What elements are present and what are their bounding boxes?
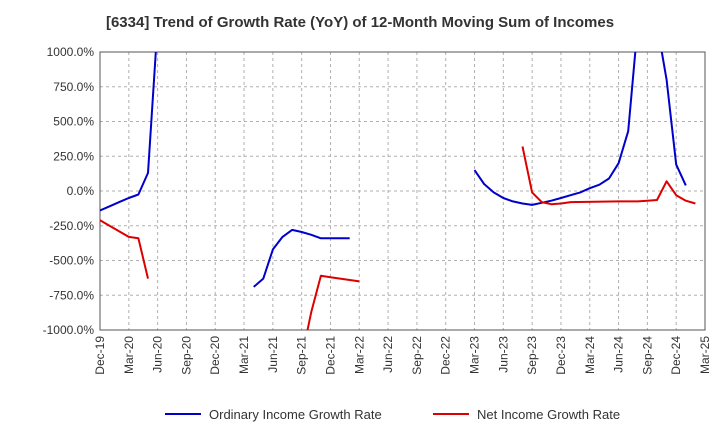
x-tick-label: Mar-20	[122, 336, 136, 374]
y-tick-label: 1000.0%	[47, 45, 95, 59]
y-tick-label: -500.0%	[49, 254, 94, 268]
x-tick-label: Jun-21	[266, 336, 280, 373]
axis-layer: 1000.0% 750.0% 500.0% 250.0% 0.0% -250.0% -500…	[43, 45, 712, 375]
x-tick-label: Jun-20	[151, 336, 165, 373]
y-tick-label: 500.0%	[53, 115, 94, 129]
series-line-net-income	[306, 274, 360, 330]
x-tick-label: Jun-23	[496, 336, 510, 373]
y-tick-label: 0.0%	[67, 184, 95, 198]
legend-layer: Ordinary Income Growth Rate Net Income Gr…	[165, 407, 620, 422]
series-line-ordinary-income	[100, 52, 157, 212]
chart-title: [6334] Trend of Growth Rate (YoY) of 12-…	[105, 14, 615, 31]
y-tick-label: -750.0%	[49, 288, 94, 302]
series-line-net-income	[521, 146, 696, 206]
x-tick-label: Mar-25	[698, 336, 712, 374]
x-tick-label: Jun-24	[612, 336, 626, 373]
x-tick-label: Dec-24	[669, 336, 683, 375]
x-tick-label: Dec-23	[554, 336, 568, 375]
x-tick-label: Dec-21	[323, 336, 337, 375]
x-tick-label: Mar-21	[237, 336, 251, 374]
y-tick-label: 250.0%	[53, 149, 94, 163]
y-tick-label: -1000.0%	[43, 323, 95, 337]
x-tick-label: Dec-19	[93, 336, 107, 375]
series-layer	[100, 52, 696, 330]
grid-layer	[99, 51, 706, 331]
x-tick-label: Dec-20	[208, 336, 222, 375]
x-tick-label: Mar-24	[583, 336, 597, 374]
x-tick-label: Dec-22	[439, 336, 453, 375]
y-tick-label: 750.0%	[53, 80, 94, 94]
plot-border	[99, 51, 706, 331]
series-line-net-income	[100, 219, 149, 279]
x-tick-label: Sep-21	[295, 336, 309, 375]
x-tick-label: Jun-22	[381, 336, 395, 373]
legend-label: Net Income Growth Rate	[477, 407, 620, 422]
x-tick-label: Mar-23	[468, 336, 482, 374]
series-line-ordinary-income	[473, 52, 637, 206]
x-tick-label: Sep-22	[410, 336, 424, 375]
series-line-ordinary-income	[660, 52, 687, 186]
legend-label: Ordinary Income Growth Rate	[209, 407, 382, 422]
series-line-ordinary-income	[253, 228, 350, 288]
x-tick-label: Mar-22	[352, 336, 366, 374]
x-tick-label: Sep-24	[640, 336, 654, 375]
y-tick-label: -250.0%	[49, 219, 94, 233]
x-tick-label: Sep-20	[179, 336, 193, 375]
x-tick-label: Sep-23	[525, 336, 539, 375]
